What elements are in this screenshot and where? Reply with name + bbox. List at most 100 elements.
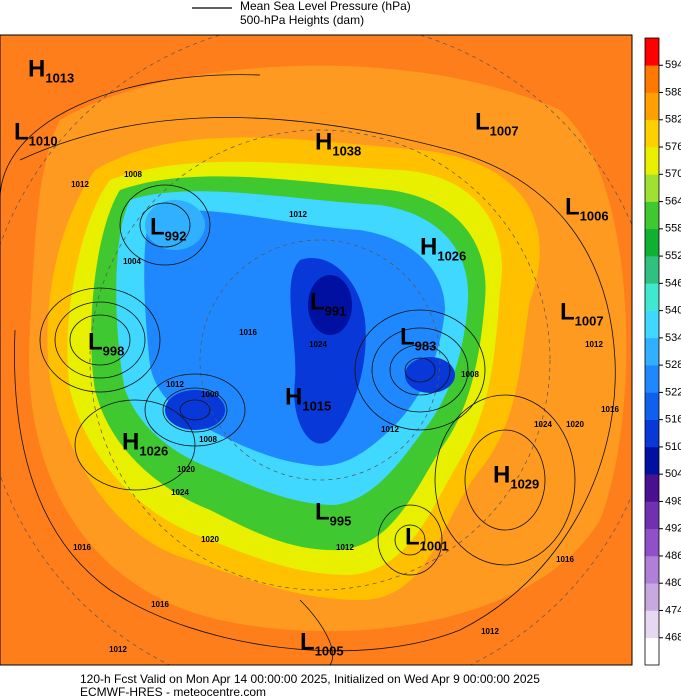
colorbar-tick-label: 528 bbox=[665, 359, 681, 371]
center-value: 1007 bbox=[490, 123, 519, 138]
colorbar-tick-label: 570 bbox=[665, 168, 681, 180]
center-letter: H bbox=[420, 233, 437, 260]
center-letter: L bbox=[150, 213, 165, 240]
colorbar-band bbox=[645, 65, 659, 93]
height-field-504 bbox=[308, 275, 352, 335]
colorbar-tick-label: 480 bbox=[665, 577, 681, 589]
colorbar-band bbox=[645, 283, 659, 311]
colorbar-tick-label: 516 bbox=[665, 414, 681, 426]
isobar-label: 1024 bbox=[309, 340, 327, 349]
colorbar-frame bbox=[644, 37, 660, 666]
colorbar-band bbox=[645, 637, 659, 666]
isobar-label: 1016 bbox=[151, 600, 169, 609]
colorbar-tick-label: 552 bbox=[665, 250, 681, 262]
colorbar-tick-label: 594 bbox=[665, 59, 681, 71]
colorbar-band bbox=[645, 419, 659, 448]
isobar-label: 1016 bbox=[601, 405, 619, 414]
center-value: 1005 bbox=[315, 643, 344, 658]
colorbar-tick-label: 540 bbox=[665, 305, 681, 317]
center-letter: L bbox=[400, 323, 415, 350]
colorbar-tick-label: 564 bbox=[665, 195, 681, 207]
isobar-label: 1012 bbox=[585, 340, 603, 349]
isobar-label: 1012 bbox=[381, 425, 399, 434]
colorbar-tick-label: 522 bbox=[665, 386, 681, 398]
isobar-label: 1024 bbox=[534, 420, 552, 429]
colorbar-band bbox=[645, 610, 659, 639]
center-letter: L bbox=[560, 298, 575, 325]
isobars bbox=[0, 74, 616, 665]
center-value: 995 bbox=[330, 513, 352, 528]
center-letter: L bbox=[88, 328, 103, 355]
colorbar-tick-label: 468 bbox=[665, 632, 681, 644]
footer-valid: 120-h Fcst Valid on Mon Apr 14 00:00:00 … bbox=[80, 672, 540, 686]
colorbar-tick-label: 474 bbox=[665, 604, 681, 616]
center-letter: L bbox=[565, 193, 580, 220]
isobar-label: 1008 bbox=[124, 170, 142, 179]
graticule bbox=[0, 35, 632, 665]
colorbar-tick-label: 576 bbox=[665, 141, 681, 153]
center-letter: L bbox=[475, 108, 490, 135]
colorbar-band bbox=[645, 365, 659, 393]
center-value: 1013 bbox=[45, 70, 74, 85]
height-field-534 bbox=[145, 200, 205, 250]
height-field-516-west bbox=[165, 390, 225, 430]
center-value: 1007 bbox=[575, 313, 604, 328]
center-letter: L bbox=[405, 523, 420, 550]
center-value: 983 bbox=[415, 338, 437, 353]
colorbar-tick-label: 510 bbox=[665, 441, 681, 453]
isobar-label: 1020 bbox=[566, 420, 584, 429]
center-value: 1010 bbox=[29, 133, 58, 148]
isobar-label: 1008 bbox=[461, 370, 479, 379]
isobar-labels: 1012 1008 1004 1012 1016 1024 1012 1000 1008 1020… bbox=[71, 170, 619, 654]
isobar-label: 1012 bbox=[289, 210, 307, 219]
center-letter: L bbox=[315, 498, 330, 525]
colorbar-band bbox=[645, 256, 659, 284]
colorbar-band bbox=[645, 446, 659, 475]
center-value: 1006 bbox=[580, 208, 609, 223]
colorbar-tick-label: 558 bbox=[665, 223, 681, 235]
isobar-label: 1016 bbox=[73, 543, 91, 552]
center-letter: H bbox=[122, 428, 139, 455]
isobar-label: 1000 bbox=[201, 390, 219, 399]
colorbar-band bbox=[645, 528, 659, 557]
colorbar-tick-label: 534 bbox=[665, 332, 681, 344]
colorbar-band bbox=[645, 392, 659, 420]
center-letter: L bbox=[300, 628, 315, 655]
center-value: 992 bbox=[165, 228, 187, 243]
center-letter: H bbox=[285, 383, 302, 410]
colorbar-band bbox=[645, 38, 659, 66]
isobar-label: 1020 bbox=[201, 535, 219, 544]
map bbox=[0, 35, 632, 665]
colorbar-band bbox=[645, 147, 659, 175]
colorbar-band bbox=[645, 310, 659, 339]
center-letter: H bbox=[28, 55, 45, 82]
center-value: 1029 bbox=[510, 476, 539, 491]
colorbar-band bbox=[645, 119, 659, 148]
colorbar-tick-label: 498 bbox=[665, 495, 681, 507]
legend-fill-label: 500-hPa Heights (dam) bbox=[240, 13, 364, 27]
center-letter: L bbox=[14, 118, 29, 145]
isobar-label: 1016 bbox=[556, 555, 574, 564]
isobar-label: 1012 bbox=[166, 380, 184, 389]
center-value: 1015 bbox=[302, 398, 331, 413]
isobar-label: 1008 bbox=[199, 435, 217, 444]
colorbar-band bbox=[645, 201, 659, 230]
height-field-516 bbox=[405, 357, 455, 393]
center-value: 1026 bbox=[437, 248, 466, 263]
colorbar-band bbox=[645, 583, 659, 611]
center-value: 991 bbox=[325, 303, 347, 318]
map-frame bbox=[0, 34, 633, 666]
colorbar-band bbox=[645, 92, 659, 121]
center-value: 1001 bbox=[420, 538, 449, 553]
isobar-label: 1024 bbox=[171, 488, 189, 497]
center-letter: L bbox=[310, 288, 325, 315]
legend-line-label: Mean Sea Level Pressure (hPa) bbox=[240, 0, 411, 13]
isobar-label: 1012 bbox=[336, 543, 354, 552]
isobar-label: 1016 bbox=[239, 328, 257, 337]
colorbar-tick-label: 504 bbox=[665, 468, 681, 480]
colorbar-tick-label: 492 bbox=[665, 523, 681, 535]
colorbar: 468 474 480 486 492 498 504 510 516 522 528 534 540 5… bbox=[644, 37, 681, 666]
center-value: 998 bbox=[103, 343, 125, 358]
center-value: 1026 bbox=[139, 443, 168, 458]
